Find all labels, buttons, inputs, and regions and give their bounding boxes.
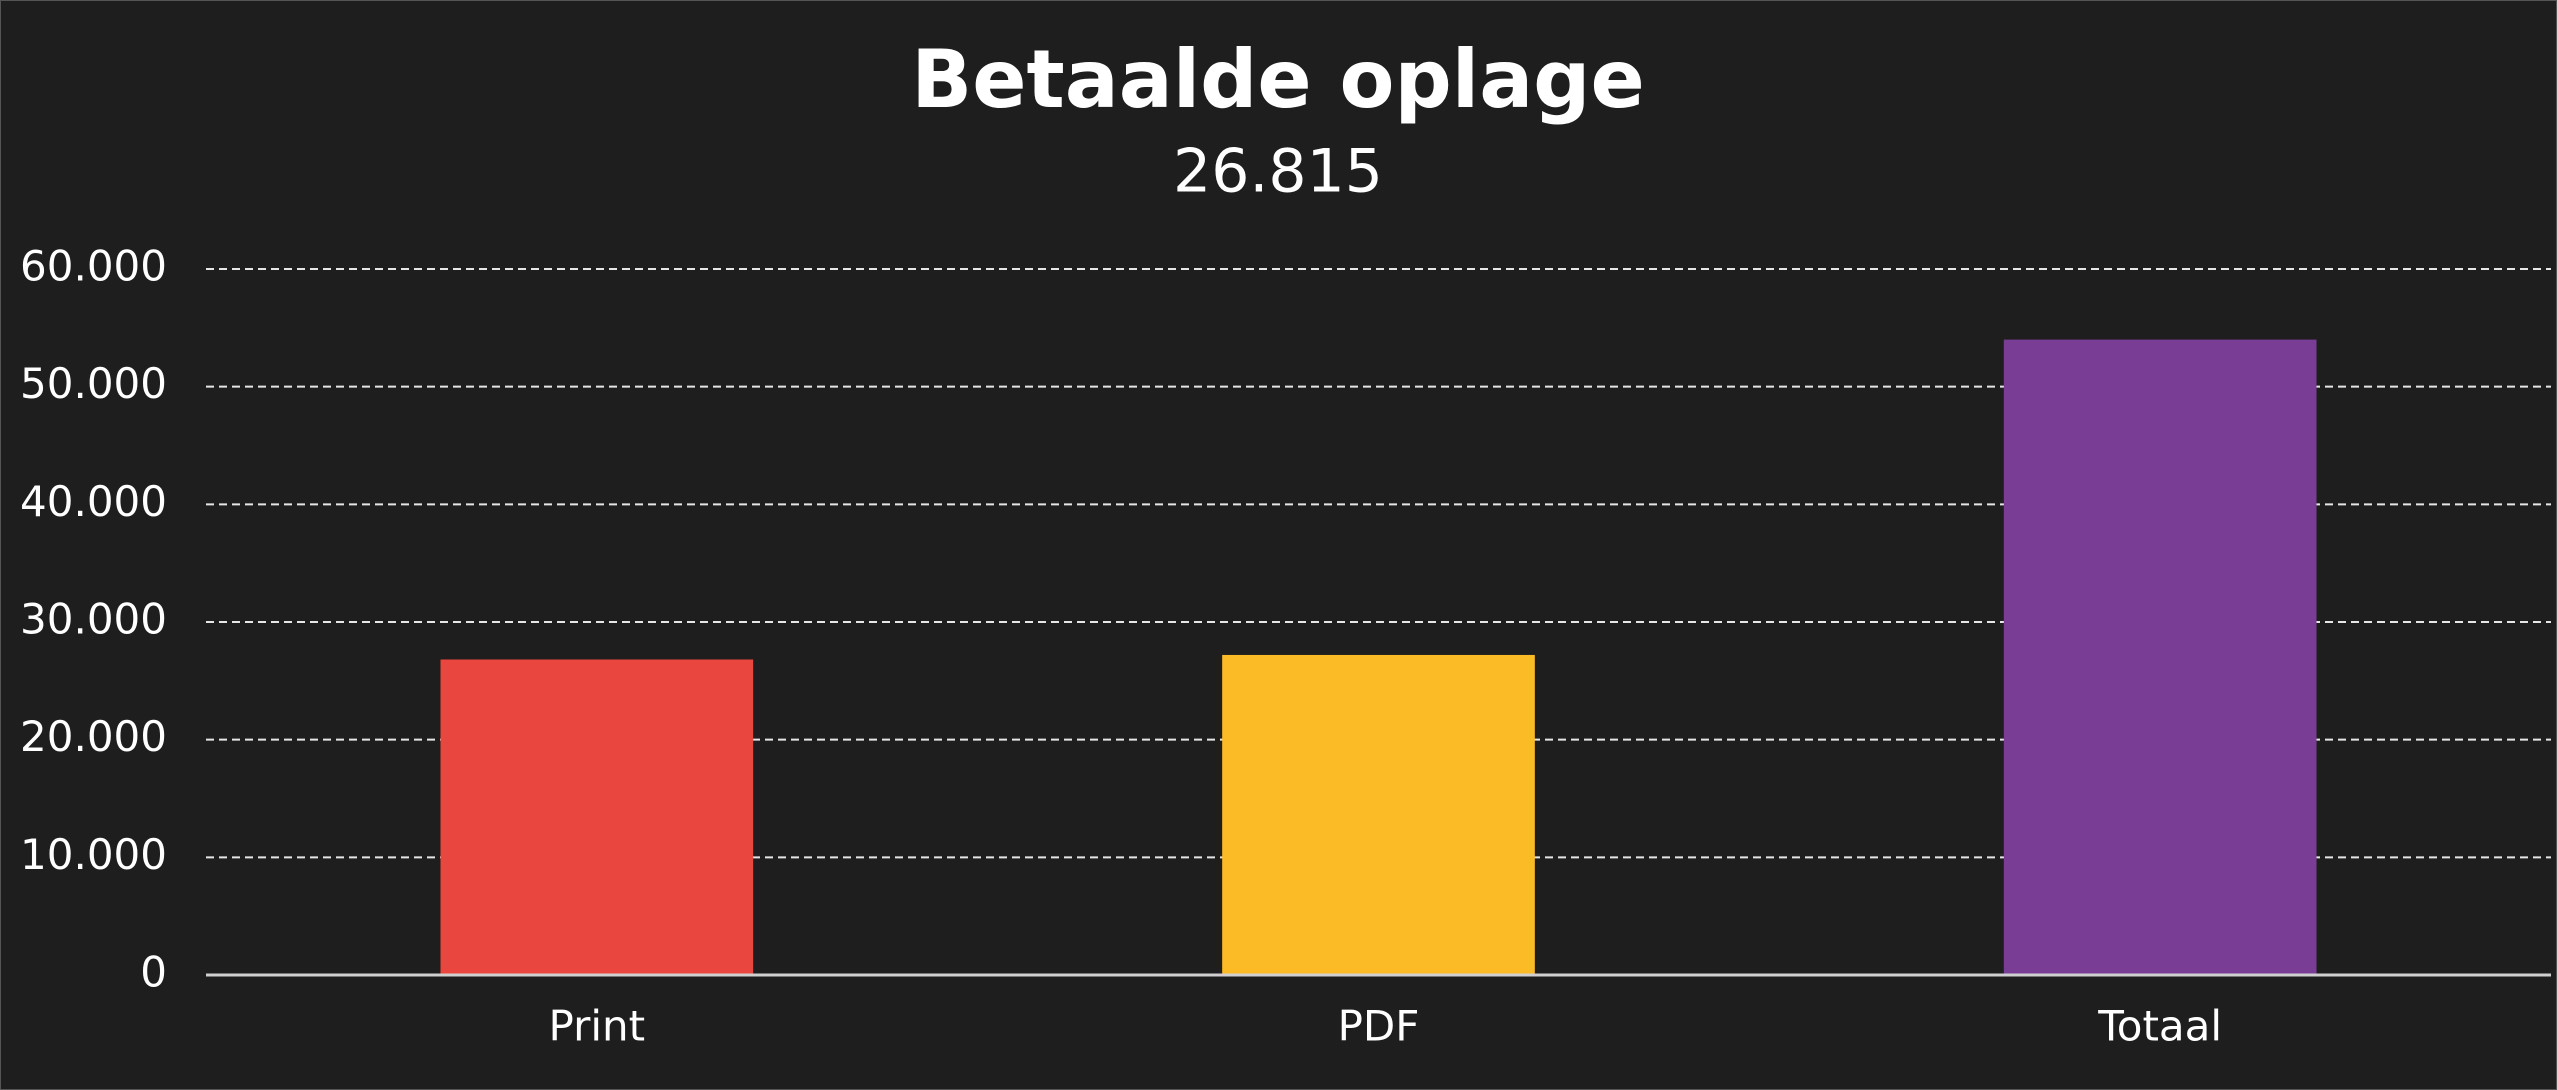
bar (2003, 339, 2317, 976)
chart-subtitle: 26.815 (1173, 137, 1383, 207)
bar (440, 659, 754, 975)
x-tick-label: Totaal (2097, 1002, 2222, 1051)
bar (1222, 654, 1535, 975)
y-tick-label: 0 (140, 948, 167, 997)
y-tick-label: 30.000 (20, 595, 167, 644)
x-tick-label: Print (549, 1002, 646, 1051)
x-tick-label: PDF (1338, 1002, 1420, 1051)
y-tick-label: 60.000 (20, 242, 167, 291)
y-tick-label: 10.000 (20, 830, 167, 879)
y-tick-label: 20.000 (20, 712, 167, 761)
chart-title: Betaalde oplage (911, 33, 1644, 126)
y-tick-label: 40.000 (20, 477, 167, 526)
y-tick-label: 50.000 (20, 359, 167, 408)
